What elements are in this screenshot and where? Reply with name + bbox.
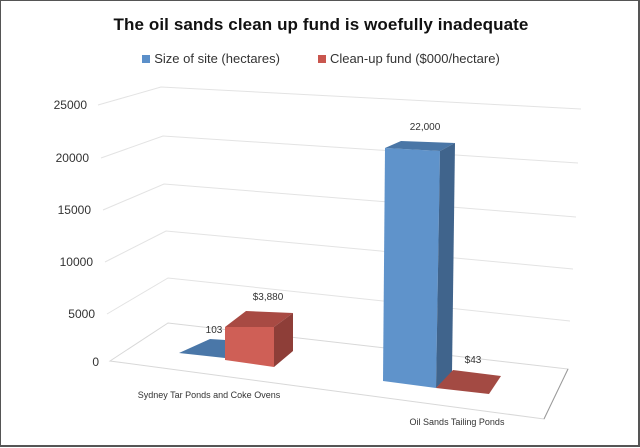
legend-item-clean-up-fund: Clean-up fund ($000/hectare) [317,51,500,66]
chart-legend: Size of site (hectares) Clean-up fund ($… [1,51,640,66]
y-tick-10000: 10000 [60,255,94,269]
data-label-oilsands-size: 22,000 [410,122,441,133]
data-label-sydney-size: 103 [206,325,223,336]
legend-swatch-red [317,54,326,63]
legend-item-size-of-site: Size of site (hectares) [142,51,280,66]
bar-oilsands-size [383,141,455,388]
category-label-oilsands: Oil Sands Tailing Ponds [410,417,505,427]
gridlines [97,86,582,322]
y-tick-0: 0 [92,355,99,369]
data-label-oilsands-fund: $43 [465,355,482,366]
y-tick-15000: 15000 [58,203,92,217]
floor [108,322,569,420]
bar-oilsands-fund [436,370,501,394]
category-label-sydney: Sydney Tar Ponds and Coke Ovens [138,390,281,400]
y-axis: 25000 20000 15000 10000 5000 0 [54,98,100,369]
bar-sydney-fund [225,311,293,367]
y-tick-25000: 25000 [54,98,88,112]
legend-label: Size of site (hectares) [154,51,280,66]
y-tick-5000: 5000 [68,307,95,321]
legend-label: Clean-up fund ($000/hectare) [329,51,500,66]
data-label-sydney-fund: $3,880 [253,292,284,303]
chart-title: The oil sands clean up fund is woefully … [113,15,529,34]
y-tick-20000: 20000 [56,151,90,165]
legend-swatch-blue [142,54,151,63]
